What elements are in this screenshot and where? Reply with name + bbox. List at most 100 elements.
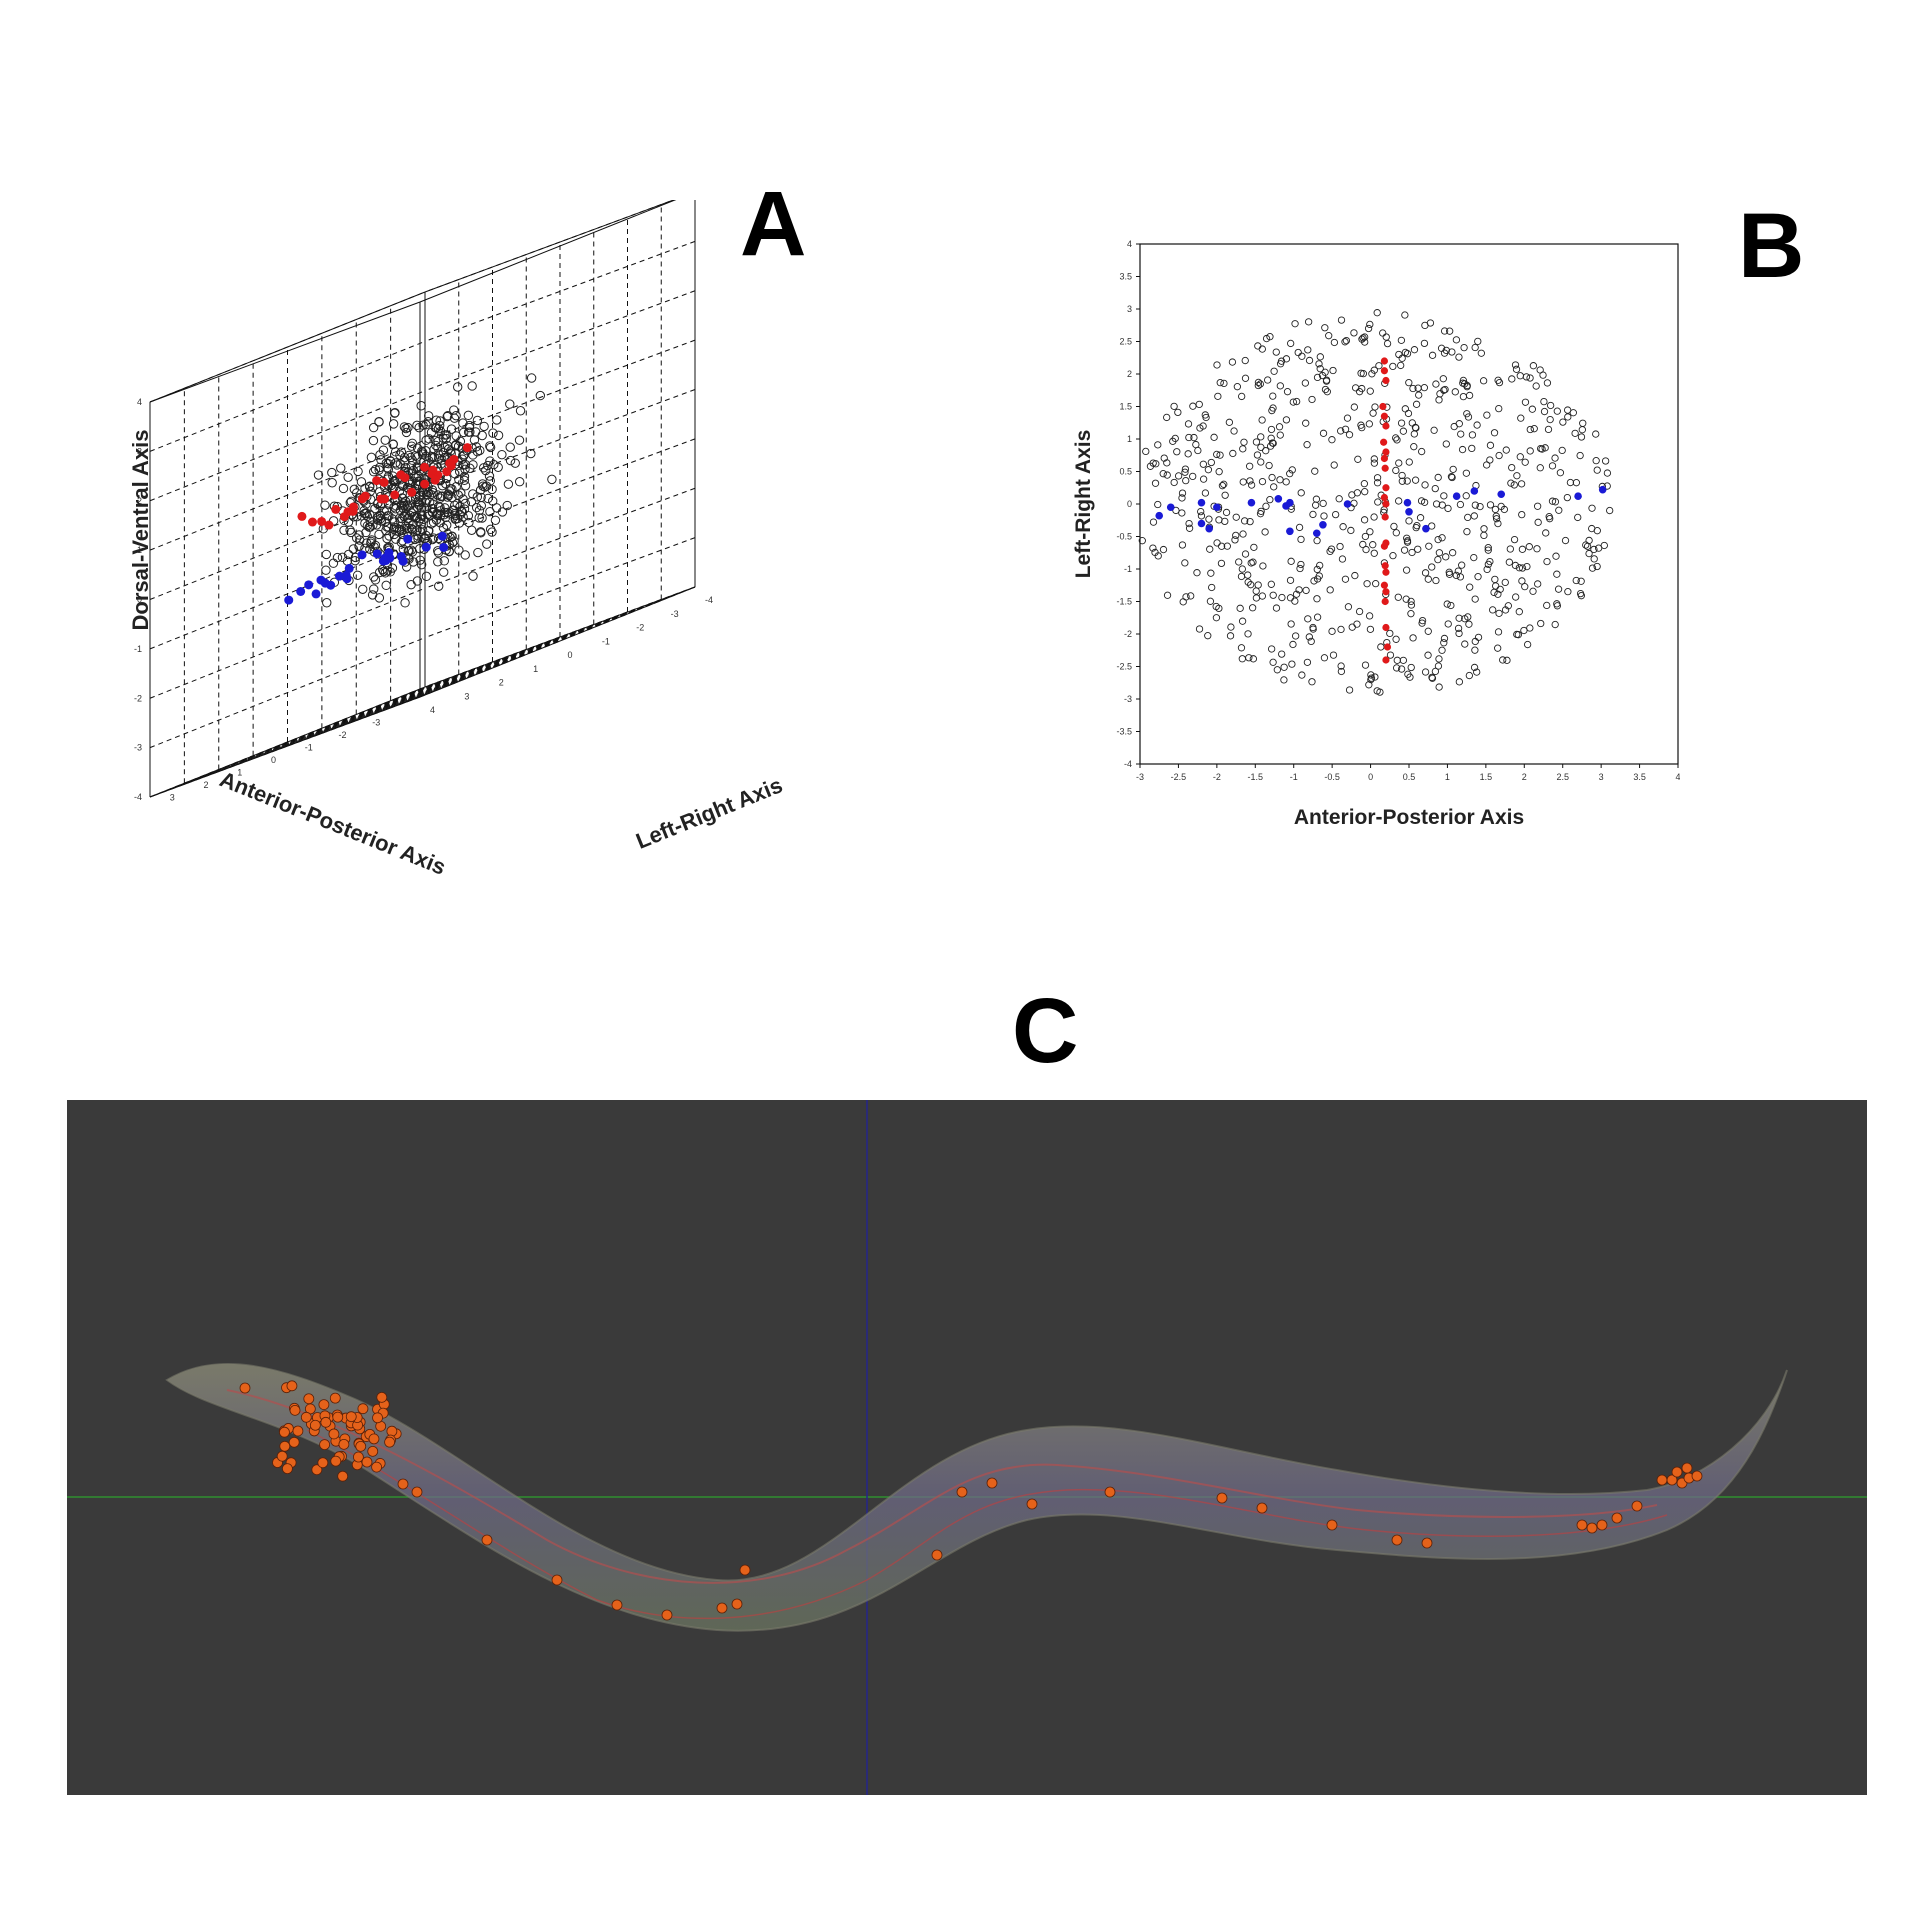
chart-b-open-point [1534, 518, 1542, 526]
chart-b-open-point [1252, 438, 1261, 446]
chart-b-open-point [1426, 319, 1435, 327]
chart-a-ap-tick-label: 0 [271, 755, 276, 765]
chart-a-open-point [350, 555, 360, 566]
chart-b-open-point [1257, 433, 1265, 441]
chart-b-open-point [1295, 523, 1304, 532]
chart-b-open-point [1494, 376, 1502, 384]
chart-b-open-point [1296, 564, 1304, 573]
chart-b-open-point [1287, 620, 1295, 628]
chart-b-open-point [1553, 602, 1562, 610]
chart-b-open-point [1171, 434, 1179, 443]
chart-b-open-point [1337, 662, 1345, 670]
chart-b-open-point [1393, 436, 1401, 444]
chart-a-blue-point [334, 571, 344, 581]
chart-b-open-point [1370, 455, 1378, 463]
chart-a-open-point [474, 513, 484, 523]
chart-b-open-point [1497, 502, 1505, 511]
chart-b-y-tick-label: 4 [1127, 239, 1132, 249]
chart-b-open-point [1193, 569, 1201, 577]
chart-b-open-point [1606, 506, 1614, 515]
chart-a-open-point [427, 453, 437, 463]
chart-b-blue-point [1452, 492, 1461, 501]
chart-a-open-point [451, 481, 461, 492]
chart-b-open-point [1526, 447, 1534, 455]
chart-b-open-point [1353, 620, 1361, 628]
chart-a-open-point [369, 572, 379, 582]
panel-label-a: A [740, 173, 807, 275]
chart-b-open-point [1244, 630, 1252, 638]
chart-b-open-point [1267, 645, 1276, 653]
panel-c-neuron-point [1421, 1537, 1433, 1549]
chart-a-open-point [497, 449, 507, 460]
chart-a-open-point [406, 579, 416, 590]
panel-c-neuron-point [931, 1549, 943, 1561]
chart-b-open-point [1456, 500, 1465, 509]
chart-b-open-point [1418, 616, 1427, 625]
chart-b-open-point [1563, 406, 1572, 414]
chart-a-open-point [370, 503, 380, 514]
chart-b-open-point [1440, 386, 1448, 394]
chart-b-open-point [1521, 458, 1529, 466]
chart-a-ap-tick-label: 2 [204, 780, 209, 790]
chart-a-open-point [412, 576, 423, 586]
chart-b-open-point [1321, 368, 1329, 376]
chart-b-open-point [1361, 661, 1370, 669]
chart-b-open-point [1577, 592, 1586, 600]
chart-b-x-tick-label: 0 [1368, 772, 1373, 782]
chart-a-open-point [423, 509, 433, 520]
chart-a-open-point [441, 433, 451, 444]
chart-b-open-point [1371, 403, 1379, 411]
chart-b-open-point [1292, 590, 1301, 598]
chart-b-open-point [1199, 475, 1208, 483]
chart-b-open-point [1449, 465, 1457, 473]
chart-a-lr-axis-label: Left-Right Axis [632, 772, 786, 853]
chart-b-open-point [1257, 443, 1265, 451]
chart-b-y-tick-label: 3.5 [1119, 272, 1132, 282]
chart-b-open-point [1394, 593, 1402, 601]
panel-c-neuron-point [1104, 1486, 1116, 1498]
chart-b-x-tick-label: 3 [1599, 772, 1604, 782]
chart-b-open-point [1585, 549, 1593, 558]
panel-c-neuron-point [300, 1411, 312, 1423]
chart-b-open-point [1473, 421, 1481, 429]
chart-a-open-point [460, 481, 471, 491]
chart-b-open-point [1370, 459, 1379, 467]
chart-b-open-point [1515, 608, 1523, 616]
chart-b-open-point [1195, 400, 1203, 409]
chart-b-open-point [1367, 675, 1375, 684]
chart-b-open-point [1444, 504, 1452, 513]
chart-b-open-point [1239, 478, 1247, 486]
chart-b-open-point [1185, 524, 1194, 532]
chart-b-open-point [1264, 376, 1272, 384]
chart-b-open-point [1154, 500, 1162, 509]
chart-a-open-point [493, 462, 503, 472]
chart-b-open-point [1553, 407, 1561, 415]
chart-b-open-point [1407, 663, 1415, 672]
chart-a-open-point [433, 557, 443, 567]
chart-b-open-point [1517, 414, 1525, 422]
chart-b-open-point [1241, 517, 1249, 525]
chart-b-open-point [1361, 488, 1369, 496]
chart-b-open-point [1435, 396, 1443, 404]
chart-a-open-point [370, 575, 381, 585]
chart-a-open-point [477, 430, 487, 441]
chart-b-open-point [1262, 447, 1270, 455]
chart-b-open-point [1228, 358, 1237, 366]
panel-c-neuron-point [289, 1404, 301, 1416]
chart-b-open-point [1178, 489, 1187, 497]
chart-b-open-point [1446, 327, 1454, 335]
chart-b-x-tick-label: 0.5 [1403, 772, 1416, 782]
chart-a-open-point [431, 415, 442, 425]
chart-b-red-point [1380, 412, 1389, 420]
chart-a-open-point [376, 455, 386, 465]
chart-b-open-point [1184, 450, 1192, 458]
chart-b-y-tick-label: -3 [1124, 694, 1132, 704]
chart-b-open-point [1408, 419, 1416, 427]
chart-b-open-point [1503, 656, 1511, 664]
chart-b-open-point [1461, 640, 1469, 648]
chart-b-open-point [1491, 505, 1500, 514]
panel-c-neuron-point [318, 1399, 330, 1411]
chart-b-open-point [1526, 624, 1534, 632]
chart-b-open-point [1563, 493, 1571, 502]
chart-b-open-point [1440, 327, 1449, 335]
